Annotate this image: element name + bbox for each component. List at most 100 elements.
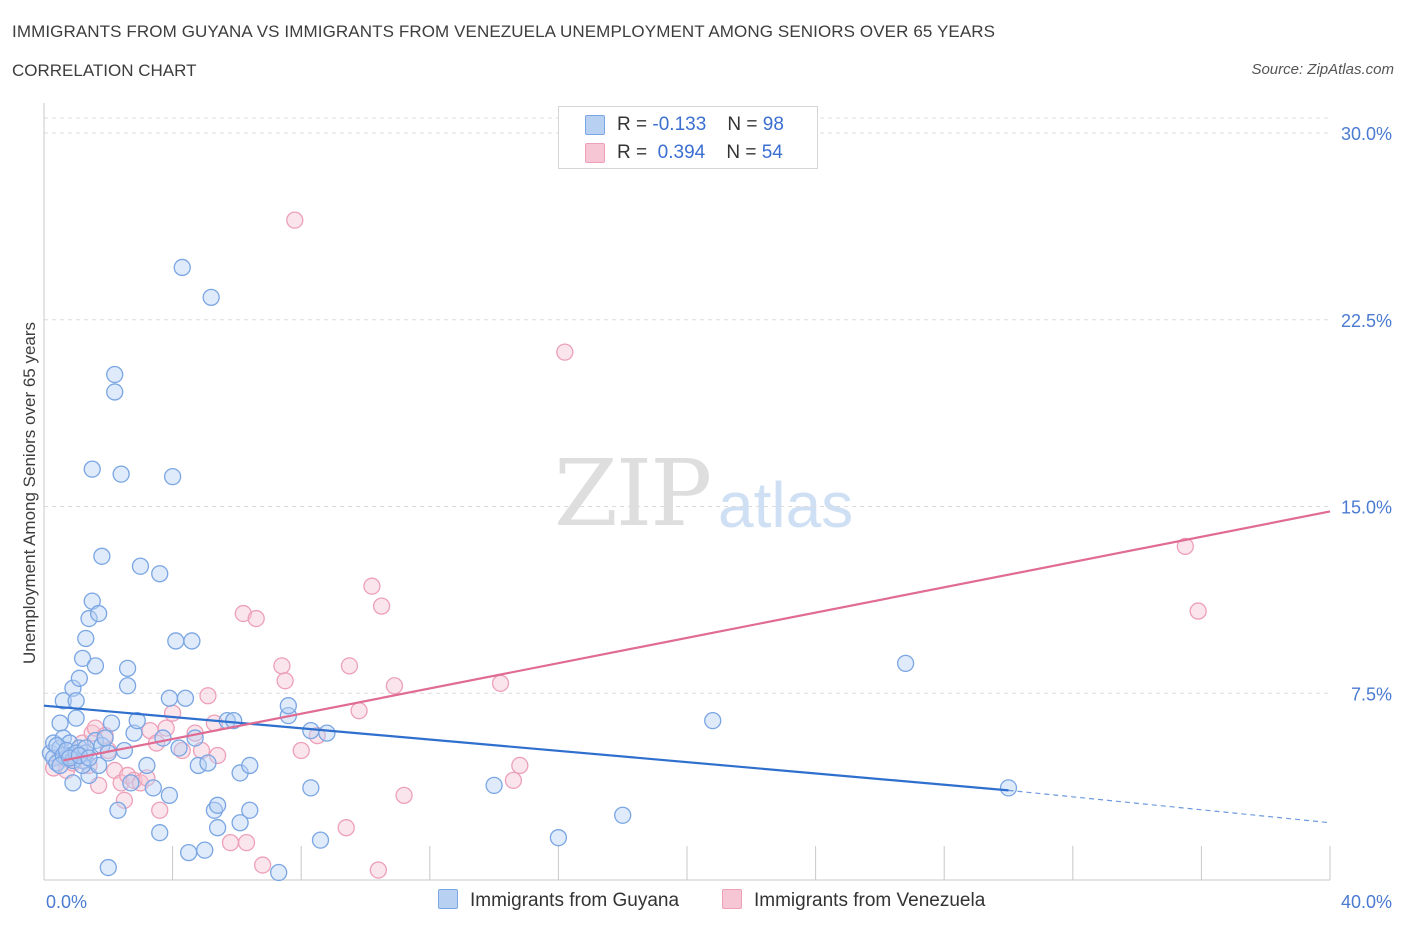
guyana-point — [96, 729, 114, 747]
guyana-point — [279, 697, 297, 715]
venezuela-point — [350, 702, 368, 720]
guyana-point — [102, 714, 121, 732]
guyana-point — [54, 692, 72, 710]
correlation-legend: R = -0.133 N = 98 R = 0.394 N = 54 — [558, 106, 818, 169]
guyana-point — [67, 692, 85, 710]
venezuela-point — [395, 786, 413, 804]
guyana-point — [241, 756, 259, 775]
guyana-point — [176, 689, 195, 707]
guyana-point — [109, 801, 127, 819]
guyana-point — [90, 604, 108, 623]
guyana-point — [83, 460, 101, 478]
guyana-point — [231, 814, 249, 832]
venezuela-point — [286, 211, 304, 229]
grid-lines — [44, 117, 1330, 694]
guyana-point — [122, 774, 140, 792]
guyana-point — [167, 632, 185, 650]
guyana-point — [64, 774, 82, 792]
bottom-legend-guyana[interactable]: Immigrants from Guyana — [438, 889, 679, 912]
guyana-point — [302, 779, 320, 797]
guyana-point — [704, 711, 722, 730]
bottom-legend-venezuela[interactable]: Immigrants from Venezuela — [722, 889, 985, 912]
x-tick-label: 0.0% — [46, 892, 87, 912]
x-tick-label: 40.0% — [1341, 892, 1392, 912]
venezuela-point — [151, 801, 169, 819]
guyana-point — [48, 736, 66, 755]
venezuela-trend-line — [63, 510, 1331, 762]
guyana-point — [202, 288, 220, 306]
legend-r-value: -0.133 — [652, 114, 707, 135]
guyana-trend-line — [43, 704, 1009, 792]
venezuela-point — [337, 819, 355, 837]
venezuela-point — [273, 657, 291, 675]
venezuela-point — [163, 704, 182, 722]
venezuela-point — [237, 834, 256, 852]
legend-r-value: 0.394 — [657, 142, 706, 163]
guyana-point — [549, 829, 568, 847]
venezuela-point — [276, 672, 294, 690]
legend-swatch-guyana — [585, 115, 605, 135]
guyana-point — [118, 659, 137, 677]
guyana-point — [199, 754, 217, 772]
guyana-point — [183, 632, 201, 650]
guyana-point — [151, 565, 169, 583]
guyana-point — [106, 365, 124, 384]
y-tick-label: 15.0% — [1341, 498, 1392, 518]
guyana-point — [138, 756, 156, 775]
venezuela-point — [199, 687, 217, 705]
chart-title: IMMIGRANTS FROM GUYANA VS IMMIGRANTS FRO… — [12, 22, 996, 41]
legend-n-label: N = — [727, 114, 758, 135]
guyana-points — [41, 258, 1018, 882]
guyana-point — [614, 806, 632, 824]
guyana-point — [485, 776, 503, 795]
watermark-zip: ZIP — [554, 440, 712, 547]
venezuela-point — [157, 719, 175, 737]
legend-label-guyana: Immigrants from Guyana — [470, 890, 680, 911]
guyana-point — [196, 841, 214, 859]
y-tick-label: 7.5% — [1351, 684, 1392, 704]
guyana-point — [144, 779, 162, 797]
guyana-point — [170, 739, 188, 757]
axes — [43, 103, 1331, 881]
venezuela-point — [138, 769, 156, 787]
guyana-point — [318, 724, 336, 742]
venezuela-point — [372, 597, 391, 615]
guyana-point — [80, 749, 98, 767]
guyana-point — [112, 465, 130, 483]
legend-r-label: R = — [617, 142, 648, 163]
venezuela-point — [504, 771, 523, 790]
guyana-point — [128, 711, 146, 730]
venezuela-point — [363, 577, 381, 595]
venezuela-point — [247, 609, 265, 628]
venezuela-point — [253, 856, 272, 874]
source-label: Source: ZipAtlas.com — [1251, 61, 1394, 78]
guyana-point — [73, 649, 92, 668]
guyana-point — [163, 467, 182, 486]
venezuela-point — [491, 674, 510, 692]
guyana-point — [205, 801, 224, 819]
venezuela-point — [385, 677, 404, 695]
y-tick-label: 22.5% — [1341, 311, 1392, 331]
guyana-point — [51, 714, 69, 732]
guyana-point — [67, 709, 85, 727]
guyana-trend-extension — [1008, 789, 1331, 824]
legend-swatch-venezuela — [585, 143, 605, 163]
legend-text-venezuela: R = 0.394 N = 54 — [617, 142, 783, 164]
guyana-point — [999, 779, 1018, 797]
guyana-point — [93, 547, 111, 565]
y-tick-label: 30.0% — [1341, 124, 1392, 144]
trend-lines — [43, 510, 1331, 824]
venezuela-point — [340, 657, 359, 675]
venezuela-point — [369, 861, 388, 879]
legend-swatch-venezuela — [722, 889, 742, 909]
guyana-point — [80, 609, 98, 628]
legend-n-label: N = — [726, 142, 757, 163]
venezuela-point — [115, 791, 134, 809]
chart-subtitle: CORRELATION CHART — [12, 61, 197, 80]
legend-n-value: 98 — [762, 114, 784, 135]
guyana-point — [160, 786, 179, 804]
guyana-point — [173, 258, 191, 277]
venezuela-point — [292, 741, 310, 760]
guyana-point — [270, 863, 288, 882]
venezuela-point — [234, 604, 252, 623]
